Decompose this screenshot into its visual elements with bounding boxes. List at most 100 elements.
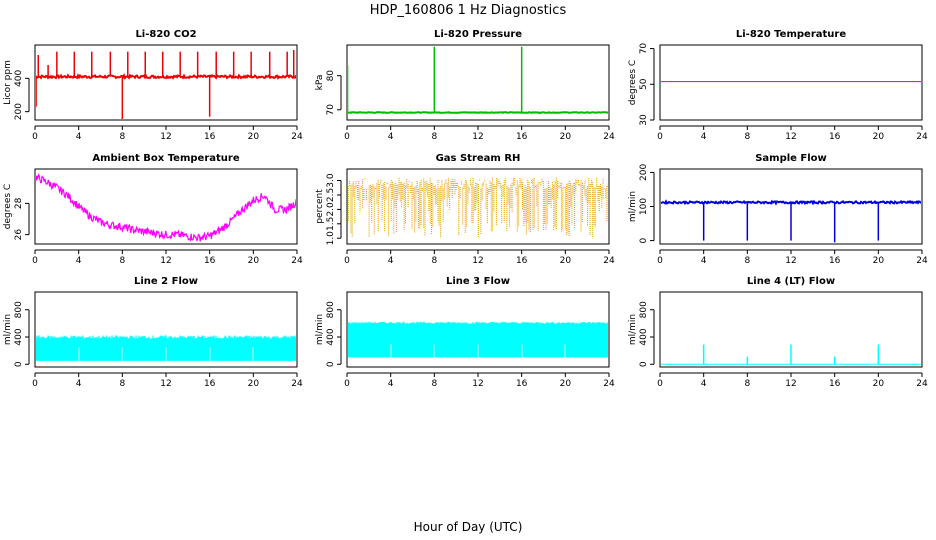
series-points — [348, 177, 608, 239]
y-tick-label: 1.0 — [326, 231, 336, 246]
x-tick-label: 12 — [160, 132, 171, 142]
x-tick-label: 4 — [76, 379, 82, 389]
panel-title: Line 4 (LT) Flow — [747, 276, 835, 287]
x-tick-label: 16 — [516, 132, 528, 142]
panel-title: Sample Flow — [755, 153, 827, 164]
x-tick-label: 8 — [119, 379, 125, 389]
series-line — [36, 72, 296, 80]
x-tick-label: 20 — [560, 379, 572, 389]
y-tick-label: 0 — [639, 237, 649, 243]
y-tick-label: 70 — [639, 43, 649, 55]
x-tick-label: 4 — [701, 256, 707, 266]
x-tick-label: 12 — [472, 256, 483, 266]
x-tick-label: 4 — [701, 132, 707, 142]
x-tick-label: 16 — [204, 379, 216, 389]
x-tick-label: 0 — [344, 379, 350, 389]
y-tick-label: 200 — [639, 164, 649, 181]
panel-title: Ambient Box Temperature — [92, 153, 239, 164]
panel-3: Ambient Box Temperature 0 4 8 12 16 20 24 26 28de… — [3, 153, 303, 266]
panel-title: Gas Stream RH — [436, 153, 521, 164]
y-tick-label: 2.5 — [326, 188, 336, 202]
x-tick-label: 16 — [204, 256, 216, 266]
plot-area — [348, 177, 608, 239]
y-tick-label: 400 — [326, 328, 336, 345]
x-tick-label: 20 — [873, 132, 885, 142]
y-axis-label: ml/min — [3, 314, 13, 345]
plot-area — [348, 46, 608, 114]
x-tick-label: 4 — [76, 132, 82, 142]
x-tick-label: 12 — [785, 379, 796, 389]
plot-area — [36, 335, 296, 361]
plot-frame — [659, 44, 923, 121]
x-tick-label: 24 — [291, 132, 303, 142]
plot-frame — [34, 291, 298, 368]
y-tick-label: 800 — [14, 301, 24, 318]
x-tick-label: 0 — [344, 132, 350, 142]
x-tick-label: 8 — [431, 256, 437, 266]
x-tick-label: 24 — [916, 256, 928, 266]
y-tick-label: 50 — [639, 78, 649, 90]
y-tick-label: 80 — [326, 70, 336, 82]
plot-frame — [659, 168, 923, 245]
x-tick-label: 24 — [291, 379, 303, 389]
x-tick-label: 20 — [248, 132, 260, 142]
y-axis-label: ml/min — [628, 314, 638, 345]
x-tick-label: 0 — [32, 132, 38, 142]
panel-title: Li-820 Temperature — [736, 29, 846, 40]
y-axis-label: ml/min — [628, 191, 638, 222]
y-axis-label: degrees C — [628, 60, 638, 105]
y-tick-label: 3.0 — [326, 173, 336, 188]
y-tick-label: 1.5 — [326, 217, 336, 231]
plot-area — [661, 199, 921, 243]
y-tick-label: 100 — [639, 198, 649, 215]
x-tick-label: 12 — [785, 256, 796, 266]
panel-title: Li-820 CO2 — [135, 29, 196, 40]
y-tick-label: 800 — [639, 301, 649, 318]
x-tick-label: 12 — [472, 132, 483, 142]
y-axis-label: degrees C — [3, 184, 13, 229]
x-tick-label: 4 — [388, 132, 394, 142]
figure-title: HDP_160806 1 Hz Diagnostics — [370, 3, 567, 18]
x-tick-label: 24 — [603, 256, 615, 266]
x-tick-label: 16 — [829, 256, 841, 266]
y-tick-label: 0 — [14, 361, 24, 367]
y-tick-label: 400 — [14, 328, 24, 345]
plot-frame — [659, 291, 923, 368]
y-axis-label: percent — [315, 189, 325, 224]
x-tick-label: 12 — [160, 256, 171, 266]
x-tick-label: 0 — [32, 379, 38, 389]
x-tick-label: 20 — [248, 379, 260, 389]
x-tick-label: 16 — [829, 132, 841, 142]
x-tick-label: 8 — [744, 379, 750, 389]
series-line — [348, 111, 608, 114]
plot-frame — [34, 44, 298, 121]
y-tick-label: 2.0 — [326, 202, 336, 217]
x-tick-label: 20 — [248, 256, 260, 266]
plot-frame — [34, 168, 298, 245]
panel-title: Line 2 Flow — [134, 276, 198, 287]
y-tick-label: 70 — [326, 104, 336, 116]
y-tick-label: 26 — [14, 229, 24, 241]
x-tick-label: 8 — [431, 132, 437, 142]
y-tick-label: 200 — [14, 103, 24, 120]
x-tick-label: 16 — [516, 379, 528, 389]
x-tick-label: 8 — [119, 132, 125, 142]
plot-frame — [346, 291, 610, 368]
x-tick-label: 4 — [388, 379, 394, 389]
panel-title: Li-820 Pressure — [434, 29, 522, 40]
y-tick-label: 800 — [326, 301, 336, 318]
x-tick-label: 8 — [744, 132, 750, 142]
x-tick-label: 16 — [829, 379, 841, 389]
figure-xlabel: Hour of Day (UTC) — [414, 520, 523, 534]
x-tick-label: 0 — [657, 379, 663, 389]
x-tick-label: 12 — [472, 379, 483, 389]
plot-area — [661, 344, 921, 365]
x-tick-label: 4 — [388, 256, 394, 266]
x-tick-label: 24 — [916, 132, 928, 142]
